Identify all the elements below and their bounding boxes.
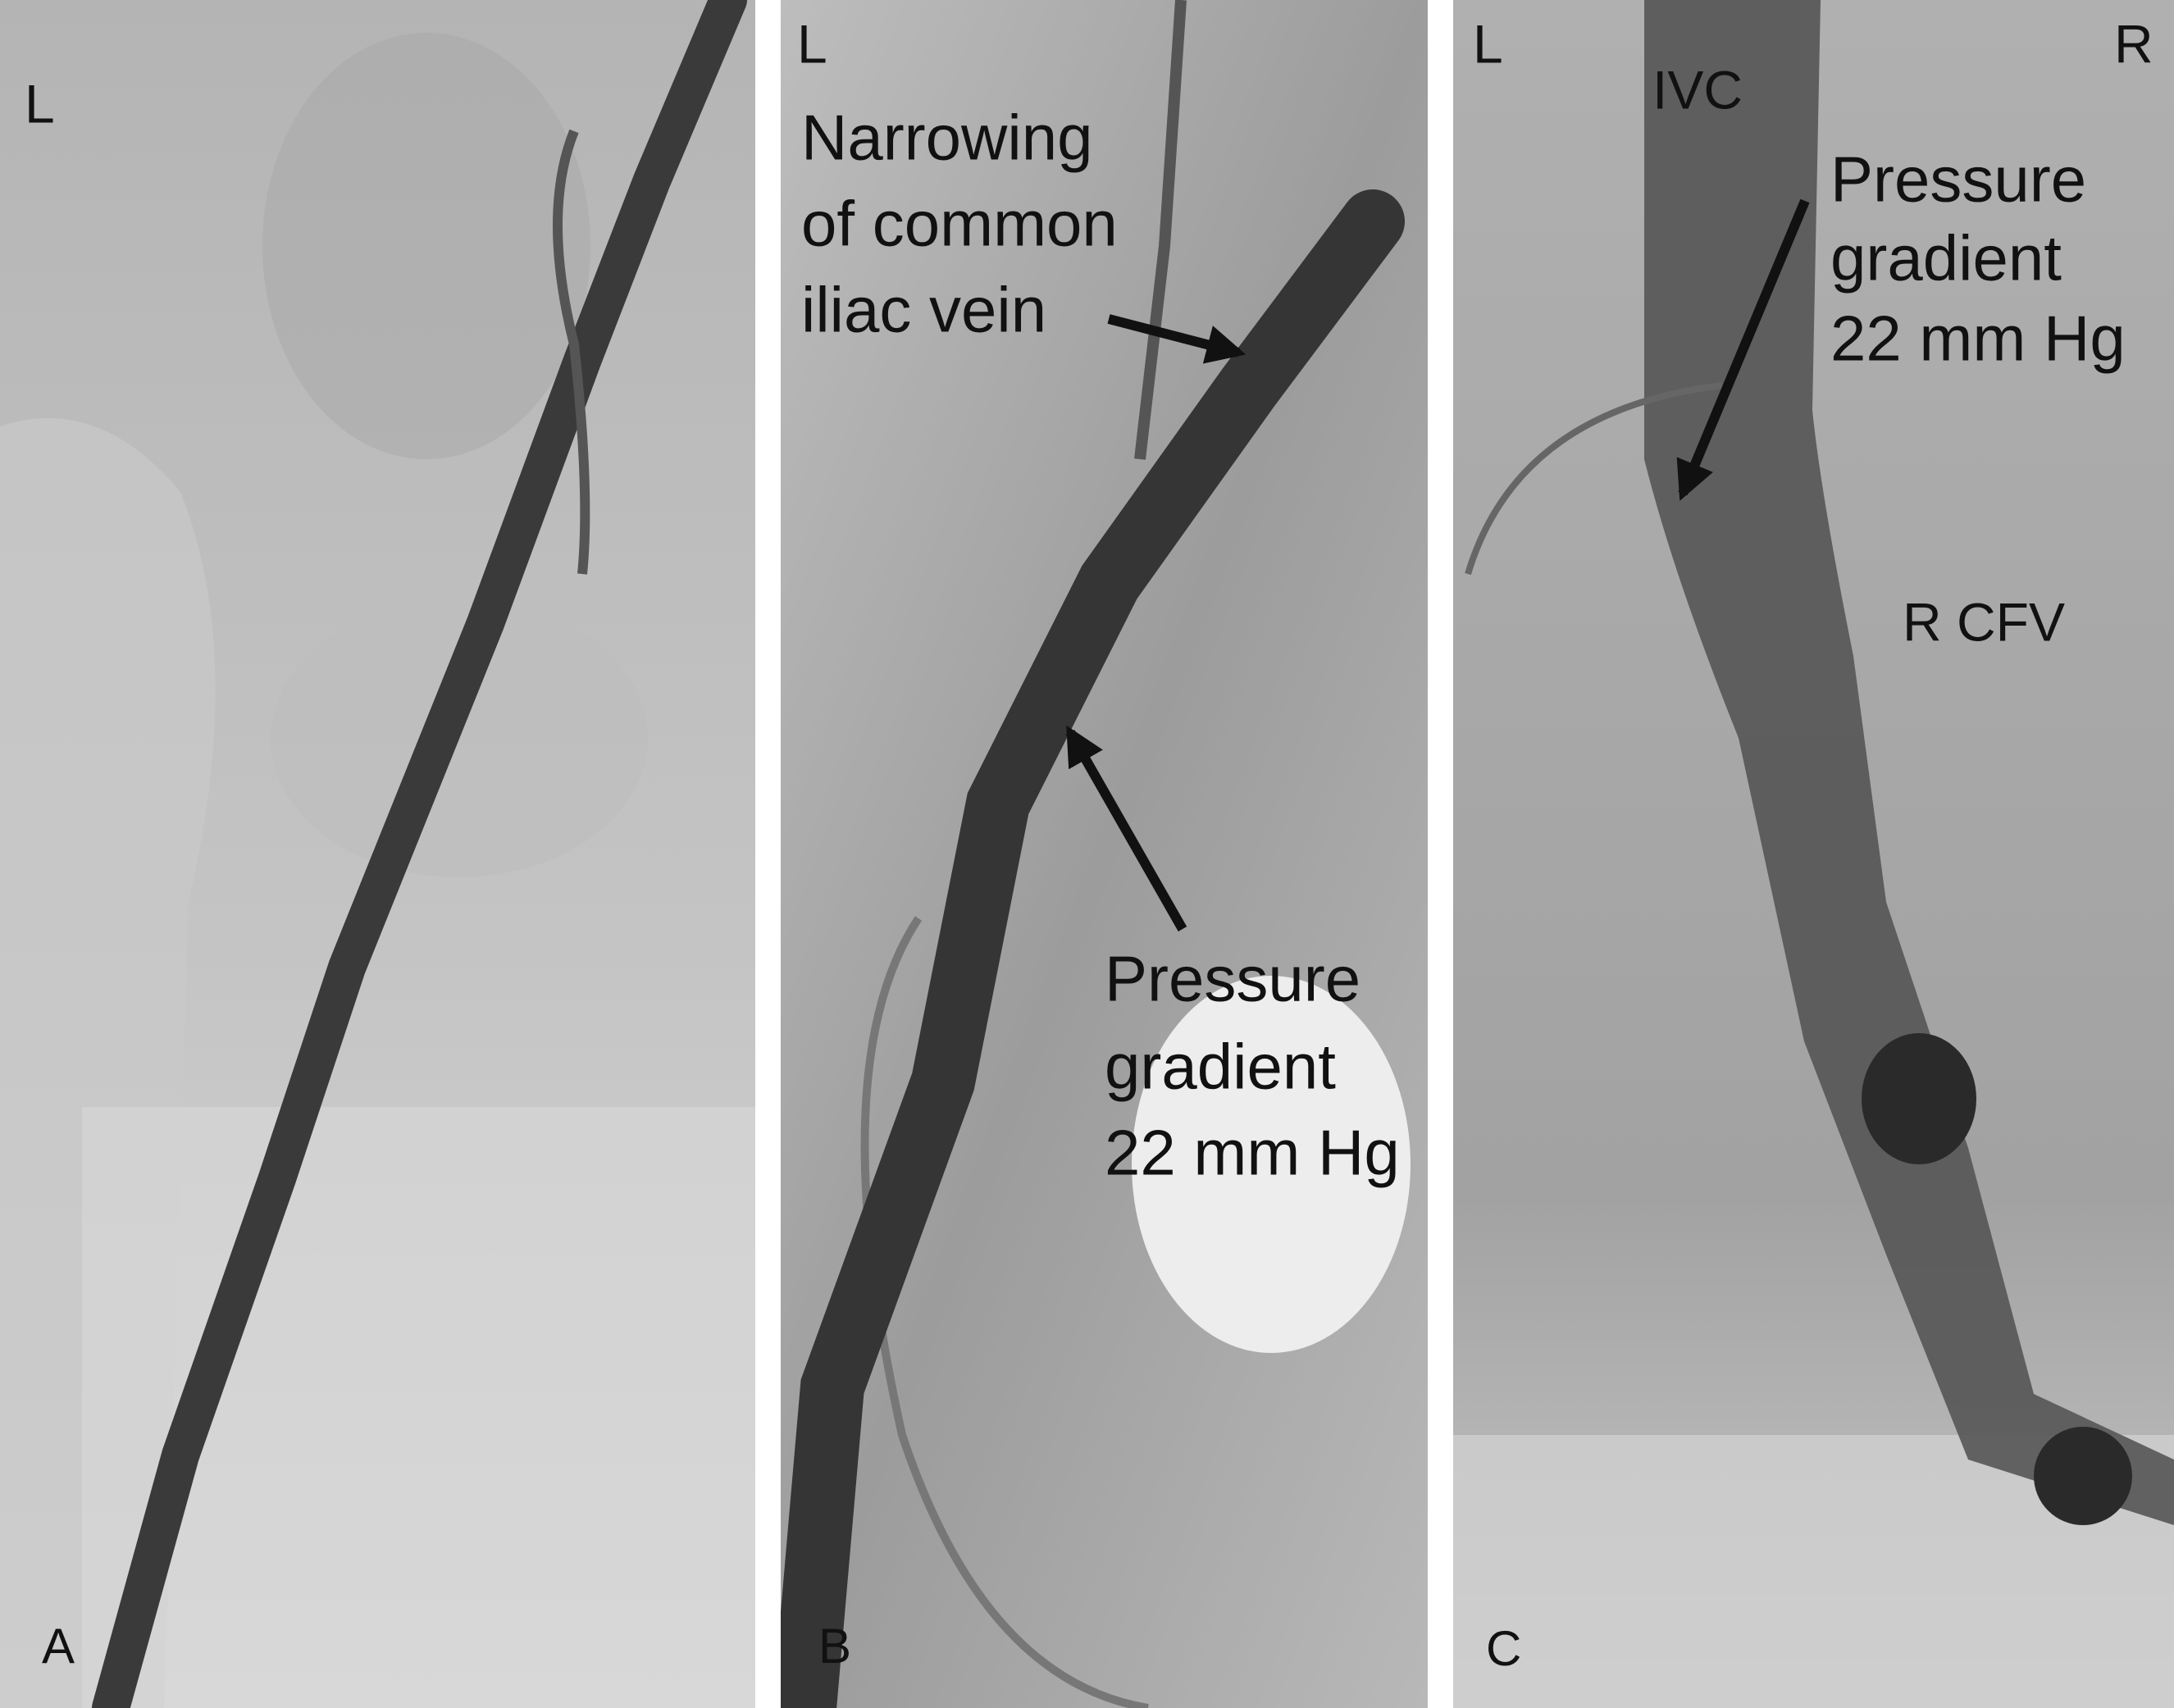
annotation: IVC — [1652, 59, 1743, 120]
annotation: gradient — [1830, 222, 2062, 294]
vein — [553, 129, 590, 575]
annotation: Pressure — [1105, 943, 1360, 1015]
arrow — [1676, 198, 1810, 501]
panel-letter: A — [42, 1619, 75, 1674]
annotation: iliac vein — [801, 274, 1046, 346]
annotation: 22 mm Hg — [1830, 303, 2126, 375]
panel-b — [781, 0, 1428, 1708]
vein — [2034, 1427, 2132, 1525]
panel-a — [0, 0, 755, 1708]
panel-letter: B — [818, 1619, 851, 1674]
arrow — [1065, 725, 1187, 931]
catheter — [1465, 382, 1723, 576]
orientation-label: L — [1473, 13, 1503, 74]
annotation: Narrowing — [801, 102, 1092, 174]
vein — [1134, 0, 1187, 460]
vein — [1862, 1033, 1976, 1164]
annotation: of common — [801, 188, 1118, 260]
annotation: gradient — [1105, 1031, 1336, 1103]
orientation-label: R — [2114, 13, 2153, 74]
annotation: Pressure — [1830, 143, 2086, 216]
pelvis — [262, 33, 590, 459]
orientation-label: L — [797, 13, 827, 74]
vein — [92, 0, 747, 1708]
arrow — [1107, 314, 1247, 364]
bladder — [1132, 976, 1411, 1353]
panel-letter: C — [1486, 1621, 1521, 1676]
panel-c — [1453, 0, 2174, 1708]
vein — [781, 189, 1405, 1708]
bone-edge — [860, 916, 1149, 1708]
annotation: 22 mm Hg — [1105, 1117, 1400, 1189]
orientation-label: L — [25, 73, 55, 134]
ivc-vein — [1644, 0, 2174, 1525]
annotation: R CFV — [1903, 591, 2065, 652]
